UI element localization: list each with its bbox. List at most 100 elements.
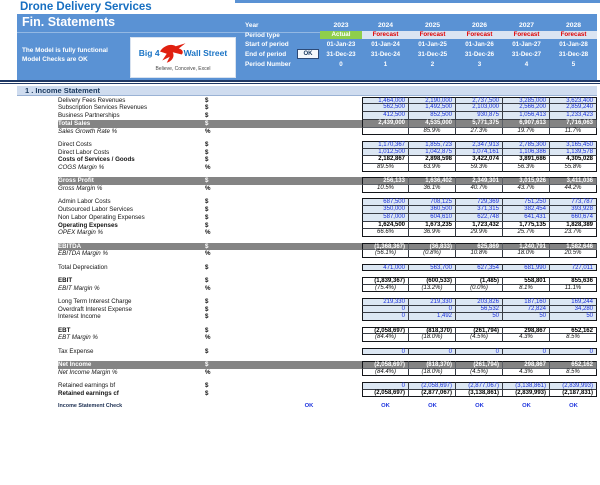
value-cell[interactable]: 3,015,926 <box>503 177 550 185</box>
value-cell[interactable]: 8.5% <box>550 334 597 342</box>
end-date-cell[interactable]: 31-Dec-25 <box>417 50 448 58</box>
period-number-cell[interactable]: 1 <box>383 61 388 68</box>
value-cell[interactable]: 751,250 <box>503 198 550 206</box>
model-check-ok-badge[interactable]: OK <box>298 50 318 58</box>
value-cell[interactable]: 1,056,413 <box>503 112 550 120</box>
value-cell[interactable]: (261,794) <box>456 326 503 335</box>
value-cell[interactable]: 627,354 <box>456 263 503 272</box>
value-cell[interactable]: (2,839,993) <box>550 381 597 390</box>
row-label[interactable]: Interest Income <box>58 313 101 321</box>
value-cell[interactable]: 55.8% <box>550 164 597 172</box>
value-cell[interactable]: 382,454 <box>503 206 550 214</box>
row-label[interactable]: COGS Margin % <box>58 164 105 171</box>
unit-cell[interactable]: $ <box>205 213 209 221</box>
row-label[interactable]: Long Term Interest Charge <box>58 297 132 305</box>
check-ok[interactable]: OK <box>381 402 390 409</box>
value-cell[interactable]: 562,500 <box>362 104 409 112</box>
value-cell[interactable]: 0 <box>550 347 597 356</box>
value-cell[interactable]: 11.1% <box>550 284 597 293</box>
value-cell[interactable]: 622,748 <box>456 213 503 222</box>
value-cell[interactable]: (2,058,697) <box>362 360 409 369</box>
value-cell[interactable]: 6,907,613 <box>503 119 550 128</box>
value-cell[interactable]: 1,624,500 <box>362 221 409 230</box>
row-label[interactable]: Gross Margin % <box>58 185 103 192</box>
value-cell[interactable]: 729,369 <box>456 198 503 206</box>
unit-cell[interactable]: $ <box>205 389 209 397</box>
value-cell[interactable]: 7,716,063 <box>550 119 597 128</box>
value-cell[interactable]: 1,775,135 <box>503 221 550 230</box>
value-cell[interactable]: 298,867 <box>503 326 550 335</box>
value-cell[interactable]: (84.4%) <box>362 334 409 342</box>
period-number-cell[interactable]: 2 <box>430 61 435 68</box>
unit-cell[interactable]: $ <box>205 156 209 164</box>
value-cell[interactable]: 3,891,686 <box>503 156 550 164</box>
year-cell[interactable]: 2025 <box>424 22 441 29</box>
value-cell[interactable]: 59.3% <box>456 164 503 172</box>
value-cell[interactable]: 66.6% <box>362 229 409 237</box>
value-cell[interactable]: 50 <box>550 313 597 321</box>
value-cell[interactable]: (75.4%) <box>362 284 409 293</box>
value-cell[interactable]: 85.9% <box>409 127 456 136</box>
unit-cell[interactable]: % <box>205 185 211 192</box>
value-cell[interactable]: 0 <box>362 305 409 314</box>
unit-cell[interactable]: $ <box>205 148 209 156</box>
row-label[interactable]: Outsourced Labor Services <box>58 206 133 213</box>
check-ok[interactable]: OK <box>428 402 437 409</box>
value-cell[interactable]: 8.5% <box>550 368 597 377</box>
value-cell[interactable]: (818,370) <box>409 326 456 335</box>
value-cell[interactable]: 56.3% <box>503 164 550 172</box>
unit-cell[interactable]: $ <box>205 305 209 313</box>
value-cell[interactable]: 25.7% <box>503 229 550 237</box>
value-cell[interactable]: 43.7% <box>503 185 550 193</box>
value-cell[interactable]: 19.7% <box>503 127 550 136</box>
period-type-cell[interactable]: Forecast <box>503 31 550 39</box>
value-cell[interactable]: 1,074,161 <box>456 148 503 157</box>
value-cell[interactable]: (2,058,697) <box>362 389 409 398</box>
value-cell[interactable]: 36.9% <box>409 229 456 237</box>
unit-cell[interactable]: $ <box>205 96 209 104</box>
value-cell[interactable]: 4,305,028 <box>550 156 597 164</box>
value-cell[interactable]: 4.3% <box>503 368 550 377</box>
value-cell[interactable]: 2,785,300 <box>503 140 550 149</box>
row-label[interactable]: EBITDA Margin % <box>58 250 108 258</box>
row-label[interactable]: Operating Expenses <box>58 221 118 229</box>
period-type-cell[interactable]: Forecast <box>409 31 456 39</box>
value-cell[interactable]: (2,058,697) <box>362 326 409 335</box>
value-cell[interactable]: 50 <box>456 313 503 321</box>
row-label[interactable]: Tax Expense <box>58 347 94 355</box>
unit-cell[interactable]: $ <box>205 381 209 389</box>
value-cell[interactable]: 2,103,000 <box>456 104 503 112</box>
value-cell[interactable]: 660,674 <box>550 213 597 222</box>
period-type-cell[interactable]: Forecast <box>362 31 409 39</box>
value-cell[interactable]: (0.0%) <box>456 284 503 293</box>
row-label[interactable]: Retained earnings cf <box>58 389 119 397</box>
value-cell[interactable]: 219,330 <box>362 297 409 306</box>
unit-cell[interactable]: $ <box>205 326 209 334</box>
row-label[interactable]: Non Labor Operating Expenses <box>58 213 145 221</box>
value-cell[interactable]: (0.8%) <box>409 250 456 258</box>
row-label[interactable]: EBIT Margin % <box>58 284 100 292</box>
start-date-cell[interactable]: 01-Jan-25 <box>418 41 447 48</box>
value-cell[interactable]: (3,138,861) <box>456 389 503 398</box>
row-label[interactable]: Business Partnerships <box>58 112 120 119</box>
value-cell[interactable]: 0 <box>409 347 456 356</box>
year-cell[interactable]: 2028 <box>565 22 582 29</box>
value-cell[interactable]: 371,315 <box>456 206 503 214</box>
unit-cell[interactable]: $ <box>205 347 209 355</box>
value-cell[interactable]: 89.5% <box>362 164 409 172</box>
unit-cell[interactable]: $ <box>205 360 209 368</box>
period-type-cell[interactable]: Actual <box>320 31 362 39</box>
value-cell[interactable]: (18.0%) <box>409 334 456 342</box>
year-cell[interactable]: 2023 <box>333 22 349 29</box>
value-cell[interactable]: 187,160 <box>503 297 550 306</box>
value-cell[interactable]: 18.0% <box>503 250 550 258</box>
end-date-cell[interactable]: 31-Dec-23 <box>326 50 356 58</box>
value-cell[interactable]: 1,636,402 <box>409 177 456 185</box>
row-label[interactable]: EBT Margin % <box>58 334 98 342</box>
start-date-cell[interactable]: 01-Jan-26 <box>465 41 494 48</box>
row-label[interactable]: Retained earnings bf <box>58 381 116 389</box>
value-cell[interactable]: (2,877,067) <box>456 381 503 390</box>
value-cell[interactable]: (3,138,861) <box>503 381 550 390</box>
value-cell[interactable]: 652,162 <box>550 360 597 369</box>
row-label[interactable]: EBITDA <box>58 242 82 250</box>
